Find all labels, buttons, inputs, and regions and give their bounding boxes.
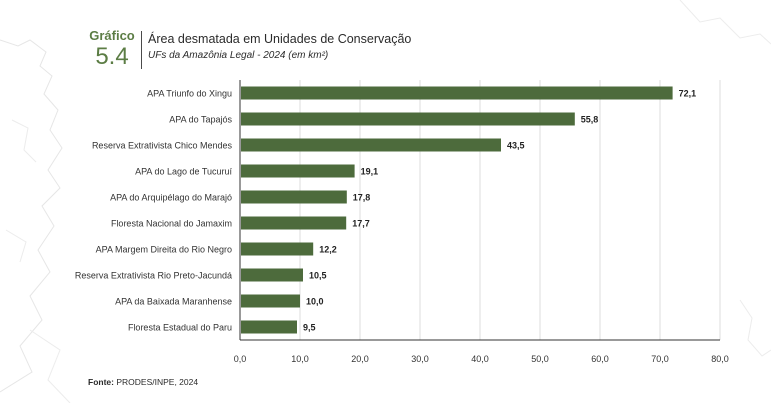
chart-title: Área desmatada em Unidades de Conservaçã… — [148, 32, 412, 46]
category-label: Floresta Nacional do Jamaxim — [111, 219, 232, 229]
bar — [241, 86, 673, 100]
bar — [241, 320, 297, 334]
category-label: Floresta Estadual do Paru — [128, 323, 232, 333]
chart-header: Gráfico 5.4 Área desmatada em Unidades d… — [88, 28, 768, 74]
category-label: APA Margem Direita do Rio Negro — [96, 245, 232, 255]
x-tick-label: 20,0 — [351, 354, 369, 364]
category-label: APA do Lago de Tucuruí — [135, 167, 232, 177]
header-divider — [141, 31, 142, 69]
bar — [241, 164, 355, 178]
bar — [241, 242, 314, 256]
data-label: 12,2 — [319, 245, 337, 255]
data-label: 9,5 — [303, 323, 316, 333]
bar — [241, 190, 347, 204]
x-tick-label: 40,0 — [471, 354, 489, 364]
source-note: Fonte: PRODES/INPE, 2024 — [88, 377, 198, 387]
category-label: APA da Baixada Maranhense — [115, 297, 232, 307]
data-label: 10,0 — [306, 297, 324, 307]
x-tick-label: 50,0 — [531, 354, 549, 364]
data-label: 17,8 — [353, 193, 371, 203]
figure-tag: Gráfico 5.4 — [88, 28, 136, 70]
data-label: 43,5 — [507, 141, 525, 151]
bar — [241, 112, 575, 126]
bar — [241, 268, 303, 282]
data-label: 19,1 — [361, 167, 379, 177]
source-text: PRODES/INPE, 2024 — [116, 377, 199, 387]
category-label: APA Triunfo do Xingu — [147, 89, 232, 99]
x-tick-label: 60,0 — [591, 354, 609, 364]
data-label: 10,5 — [309, 271, 327, 281]
x-tick-label: 80,0 — [711, 354, 729, 364]
x-tick-label: 0,0 — [234, 354, 247, 364]
x-tick-label: 30,0 — [411, 354, 429, 364]
x-tick-label: 10,0 — [291, 354, 309, 364]
data-label: 72,1 — [679, 89, 697, 99]
bar — [241, 138, 501, 152]
chart-subtitle: UFs da Amazônia Legal - 2024 (em km²) — [148, 50, 329, 61]
figure-label: Gráfico — [89, 28, 135, 43]
category-label: Reserva Extrativista Rio Preto-Jacundá — [75, 271, 232, 281]
data-label: 17,7 — [352, 219, 370, 229]
figure-number: 5.4 — [95, 43, 129, 70]
x-tick-label: 70,0 — [651, 354, 669, 364]
bar — [241, 294, 300, 308]
category-label: Reserva Extrativista Chico Mendes — [92, 141, 233, 151]
bar — [241, 216, 347, 230]
source-label: Fonte: — [88, 377, 114, 387]
category-label: APA do Arquipélago do Marajó — [110, 193, 232, 203]
data-label: 55,8 — [581, 115, 599, 125]
category-label: APA do Tapajós — [169, 115, 232, 125]
